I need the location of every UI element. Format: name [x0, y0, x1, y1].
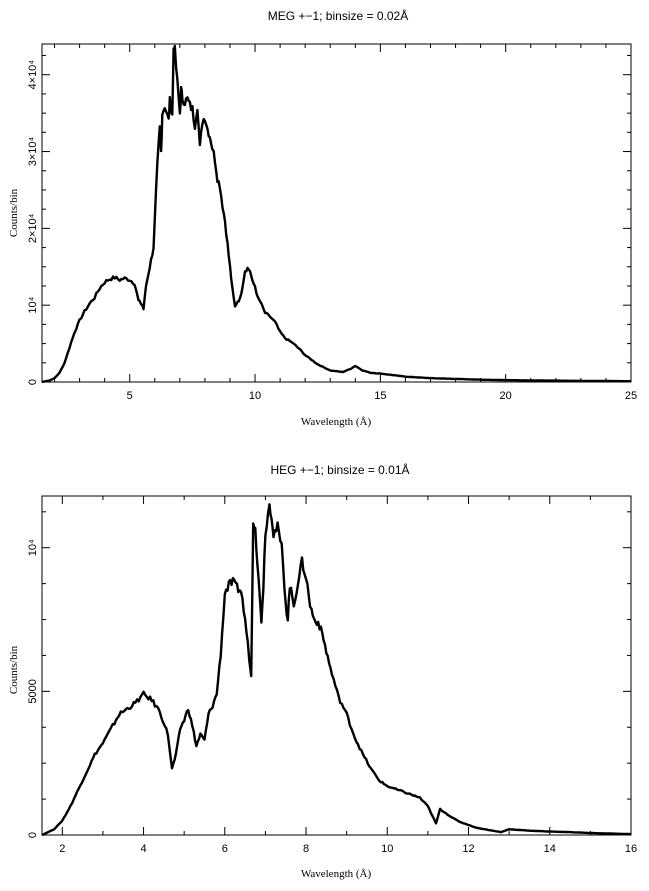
x-tick-label: 8 — [303, 843, 309, 855]
x-tick-label: 4 — [140, 843, 146, 855]
x-tick-label: 6 — [222, 843, 228, 855]
x-tick-label: 15 — [374, 390, 386, 402]
chart-title: MEG +−1; binsize = 0.02Å — [268, 8, 408, 23]
y-tick-label: 2×10⁴ — [27, 213, 39, 243]
x-tick-label: 10 — [249, 390, 261, 402]
y-tick-label: 0 — [27, 832, 39, 838]
y-tick-label: 3×10⁴ — [27, 137, 39, 167]
series-line — [41, 503, 631, 837]
x-axis-label: Wavelength (Å) — [301, 416, 372, 428]
meg-spectrum-panel: MEG +−1; binsize = 0.02Å 5 10 15 20 25 0 10⁴ 2×… — [8, 8, 637, 428]
y-axis-label: Counts/bin — [8, 188, 20, 237]
ticks-group: 5 10 15 20 25 0 10⁴ 2×10⁴ 3×10⁴ 4×10⁴ — [27, 44, 637, 402]
y-tick-label: 0 — [27, 379, 39, 385]
x-tick-label: 10 — [381, 843, 393, 855]
y-axis-label: Counts/bin — [8, 645, 20, 694]
series-line — [41, 44, 631, 384]
x-tick-label: 14 — [544, 843, 556, 855]
x-axis-label: Wavelength (Å) — [301, 868, 372, 880]
plot-frame — [41, 495, 632, 836]
x-tick-label: 20 — [500, 390, 512, 402]
y-tick-label: 4×10⁴ — [27, 60, 39, 90]
y-tick-label: 5000 — [27, 679, 39, 703]
x-tick-label: 2 — [59, 843, 65, 855]
y-tick-label: 10⁴ — [27, 296, 39, 313]
x-tick-label: 16 — [625, 843, 637, 855]
x-tick-label: 25 — [625, 390, 637, 402]
x-tick-label: 5 — [127, 390, 133, 402]
chart-title: HEG +−1; binsize = 0.01Å — [270, 462, 409, 477]
y-tick-label: 10⁴ — [27, 539, 39, 556]
heg-spectrum-panel: HEG +−1; binsize = 0.01Å 2 4 6 8 10 12 14 16 0 50… — [8, 462, 637, 880]
plot-frame — [41, 43, 632, 383]
x-tick-label: 12 — [462, 843, 474, 855]
